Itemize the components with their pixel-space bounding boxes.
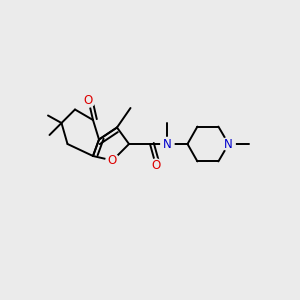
Text: O: O — [108, 154, 117, 167]
Text: N: N — [224, 137, 233, 151]
Text: N: N — [163, 137, 172, 151]
Circle shape — [106, 154, 119, 167]
Text: O: O — [152, 159, 160, 172]
Circle shape — [222, 137, 235, 151]
Circle shape — [149, 159, 163, 172]
Text: O: O — [84, 94, 93, 107]
Circle shape — [161, 137, 174, 151]
Circle shape — [82, 94, 95, 107]
